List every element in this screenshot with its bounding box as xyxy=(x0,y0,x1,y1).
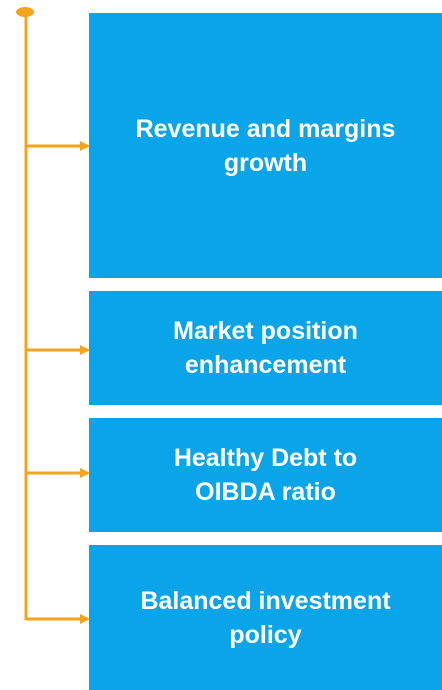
goal-text: Market position xyxy=(173,317,358,345)
goal-text: OIBDA ratio xyxy=(195,478,336,506)
goal-box: Balanced investment policy xyxy=(89,545,442,690)
goal-box: Market position enhancement xyxy=(89,291,442,405)
goal-text: Healthy Debt to xyxy=(173,444,358,472)
goal-text: policy xyxy=(229,620,302,649)
goal-box: Healthy Debt to OIBDA ratio xyxy=(89,418,442,532)
goal-text: Revenue and margins xyxy=(135,114,396,143)
goal-box: Revenue and margins growth xyxy=(89,13,442,278)
goal-text: Balanced investment xyxy=(140,586,391,615)
goal-text: growth xyxy=(223,148,308,177)
goal-text: enhancement xyxy=(184,351,347,379)
